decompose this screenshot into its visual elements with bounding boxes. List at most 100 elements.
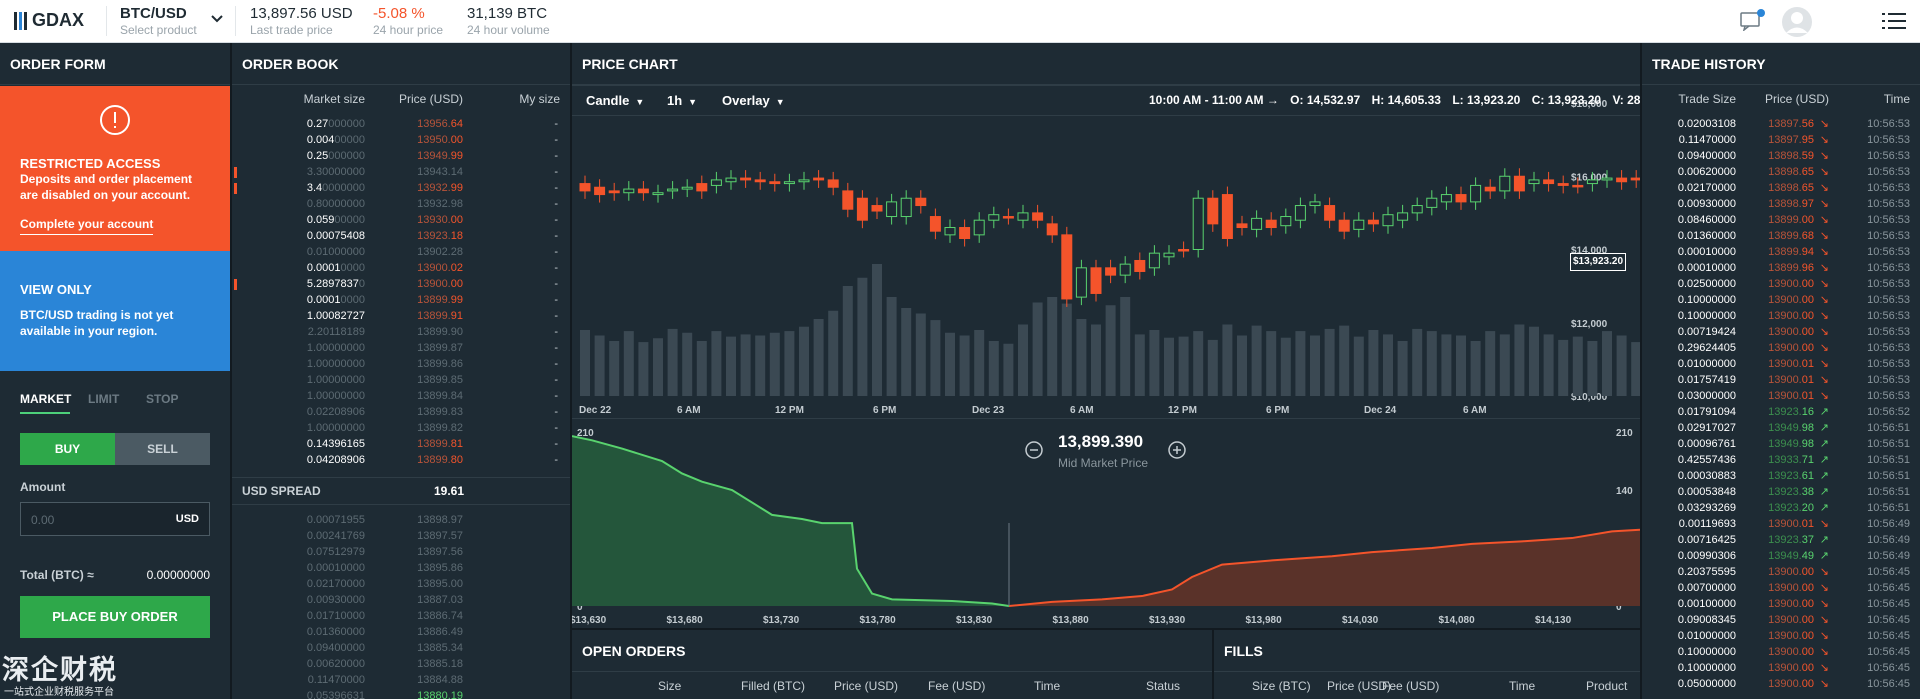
ask-row[interactable]: 0.14396165 13899.81 - xyxy=(232,436,570,452)
volume-bar xyxy=(755,335,766,396)
trade-time: 10:56:51 xyxy=(1867,486,1910,498)
trade-price: 13900.01 xyxy=(1768,356,1814,372)
arrow-down-icon: ↘ xyxy=(1819,214,1829,226)
price-major: 13949. xyxy=(1768,438,1802,450)
sell-button[interactable]: SELL xyxy=(115,433,210,465)
volume-bar xyxy=(769,332,780,396)
ask-row[interactable]: 1.00000000 13899.82 - xyxy=(232,420,570,436)
chevron-down-icon[interactable] xyxy=(211,14,223,24)
zoom-out-icon[interactable] xyxy=(1025,441,1043,459)
price-major: 13899. xyxy=(1768,262,1802,274)
ask-row[interactable]: 1.00000000 13899.84 - xyxy=(232,388,570,404)
amount-label: Amount xyxy=(20,480,66,494)
avatar[interactable] xyxy=(1781,6,1813,38)
gdax-logo[interactable]: GDAX xyxy=(14,10,84,31)
trade-row: 0.02917027 13949.98 ↗ 10:56:51 xyxy=(1642,420,1920,436)
price-minor: 95 xyxy=(1801,134,1814,146)
market-size: 0.02208906 xyxy=(307,404,365,420)
trade-size: 0.00930000 xyxy=(1677,198,1736,210)
interval-dropdown[interactable]: 1h ▼ xyxy=(667,93,697,108)
trade-price: 13900.00 xyxy=(1768,292,1814,308)
bid-row[interactable]: 0.00071955 13898.97 xyxy=(232,512,570,528)
bid-row[interactable]: 0.00241769 13897.57 xyxy=(232,528,570,544)
bid-row[interactable]: 0.09400000 13885.34 xyxy=(232,640,570,656)
bid-row[interactable]: 0.00930000 13887.03 xyxy=(232,592,570,608)
ask-row[interactable]: 5.28978370 13900.00 - xyxy=(232,276,570,292)
volume-bar xyxy=(1456,335,1466,396)
x-tick-label: 6 PM xyxy=(1266,405,1289,416)
ask-row[interactable]: 0.27000000 13956.64 - xyxy=(232,116,570,132)
ask-row[interactable]: 0.00010000 13899.99 - xyxy=(232,292,570,308)
trade-time: 10:56:53 xyxy=(1867,390,1910,402)
menu-icon[interactable] xyxy=(1882,12,1906,30)
buy-button[interactable]: BUY xyxy=(20,433,115,465)
ask-row[interactable]: 0.00400000 13950.00 - xyxy=(232,132,570,148)
bid-row[interactable]: 0.05396631 13880.19 xyxy=(232,688,570,699)
ask-row[interactable]: 3.40000000 13932.99 - xyxy=(232,180,570,196)
ask-row[interactable]: 0.05900000 13930.00 - xyxy=(232,212,570,228)
ask-row[interactable]: 0.80000000 13932.98 - xyxy=(232,196,570,212)
candle-body xyxy=(1309,201,1321,207)
bid-row[interactable]: 0.00010000 13895.86 xyxy=(232,560,570,576)
candle-dropdown[interactable]: Candle ▼ xyxy=(586,93,644,108)
arrow-down-icon: ↘ xyxy=(1819,342,1829,354)
col-time: Time xyxy=(1509,679,1536,693)
ask-row[interactable]: 3.30000000 13943.14 - xyxy=(232,164,570,180)
ask-row[interactable]: 0.00075408 13923.18 - xyxy=(232,228,570,244)
ask-row[interactable]: 0.02208906 13899.83 - xyxy=(232,404,570,420)
candle-body xyxy=(1557,183,1569,186)
ask-row[interactable]: 0.25000000 13949.99 - xyxy=(232,148,570,164)
volume-bar xyxy=(1310,335,1320,396)
candle-body xyxy=(1513,175,1525,192)
restricted-text: Deposits and order placement are disable… xyxy=(20,172,193,202)
place-buy-order-button[interactable]: PLACE BUY ORDER xyxy=(20,596,210,638)
candle-body xyxy=(1221,194,1233,240)
market-size: 0.01360000 xyxy=(306,626,365,638)
tab-stop[interactable]: STOP xyxy=(146,392,179,406)
candle-body xyxy=(1440,194,1452,203)
tab-market[interactable]: MARKET xyxy=(20,392,71,414)
trade-price: 13899.00 xyxy=(1768,212,1814,228)
overlay-dropdown[interactable]: Overlay ▼ xyxy=(722,93,785,108)
complete-account-link[interactable]: Complete your account xyxy=(20,216,154,235)
ask-row[interactable]: 0.00010000 13900.02 - xyxy=(232,260,570,276)
chat-icon[interactable] xyxy=(1739,9,1765,31)
ask-price: 13943.14 xyxy=(417,164,463,180)
ask-row[interactable]: 1.00000000 13899.85 - xyxy=(232,372,570,388)
bid-row[interactable]: 0.07512979 13897.56 xyxy=(232,544,570,560)
col-price: Price (USD) xyxy=(834,679,899,693)
product-selector[interactable]: BTC/USD Select product xyxy=(120,5,230,37)
ask-row[interactable]: 0.04208906 13899.80 - xyxy=(232,452,570,468)
ask-row[interactable]: 1.00000000 13899.87 - xyxy=(232,340,570,356)
price-minor: 20 xyxy=(1801,502,1814,514)
ask-row[interactable]: 2.20118189 13899.90 - xyxy=(232,324,570,340)
trade-size: 0.29624405 xyxy=(1677,342,1736,354)
candle-body xyxy=(929,216,941,232)
bid-row[interactable]: 0.01360000 13886.49 xyxy=(232,624,570,640)
bid-row[interactable]: 0.11470000 13884.88 xyxy=(232,672,570,688)
price-minor: 49 xyxy=(1801,550,1814,562)
depth-x-tick-label: $13,930 xyxy=(1149,615,1186,626)
ask-row[interactable]: 1.00082727 13899.91 - xyxy=(232,308,570,324)
ask-row[interactable]: 1.00000000 13899.86 - xyxy=(232,356,570,372)
amount-field[interactable]: 0.00 USD xyxy=(20,502,210,536)
price-major: 13956. xyxy=(417,118,451,130)
zoom-in-icon[interactable] xyxy=(1168,441,1186,459)
bid-row[interactable]: 0.02170000 13895.00 xyxy=(232,576,570,592)
volume-bar xyxy=(1441,334,1452,396)
market-size: 0.00930000 xyxy=(306,594,365,606)
trade-row: 0.00030883 13923.61 ↗ 10:56:51 xyxy=(1642,468,1920,484)
trade-time: 10:56:45 xyxy=(1867,646,1910,658)
volume-bar xyxy=(1587,341,1598,396)
candle-body xyxy=(769,181,781,185)
ask-row[interactable]: 0.01000000 13902.28 - xyxy=(232,244,570,260)
candle-body xyxy=(1061,234,1073,300)
trade-row: 0.01000000 13900.00 ↘ 10:56:45 xyxy=(1642,628,1920,644)
volume-bar xyxy=(580,330,590,396)
price-chart-svg[interactable]: $18,000 $16,000 $14,000 $12,000 $10,000 Dec 2… xyxy=(572,43,1640,627)
bid-row[interactable]: 0.01710000 13886.74 xyxy=(232,608,570,624)
bid-row[interactable]: 0.00620000 13885.18 xyxy=(232,656,570,672)
spread-row: USD SPREAD 19.61 xyxy=(232,477,570,505)
tab-limit[interactable]: LIMIT xyxy=(88,392,120,406)
total-row: Total (BTC) ≈ 0.00000000 xyxy=(20,568,210,582)
